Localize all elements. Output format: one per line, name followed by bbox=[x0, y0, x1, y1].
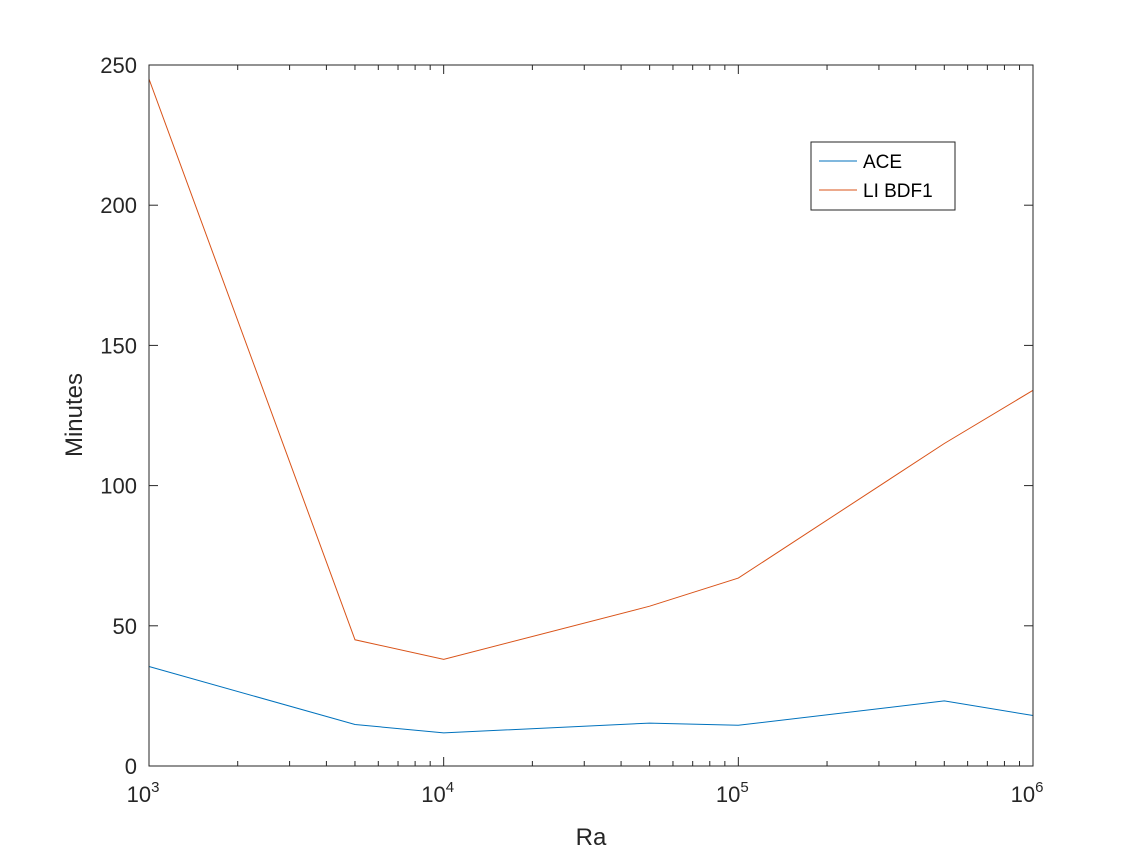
x-tick-base: 10 bbox=[716, 782, 740, 807]
x-tick-exponent: 5 bbox=[740, 779, 748, 796]
legend: ACE LI BDF1 bbox=[810, 141, 956, 211]
x-tick-exponent: 6 bbox=[1035, 779, 1043, 796]
x-tick-base: 10 bbox=[127, 782, 151, 807]
ticks-layer bbox=[148, 64, 1034, 767]
y-tick-label: 250 bbox=[100, 53, 137, 78]
axes-box bbox=[148, 64, 1034, 767]
x-tick-label: 106 bbox=[1011, 779, 1044, 807]
series-layer bbox=[148, 78, 1034, 734]
y-tick-label: 150 bbox=[100, 333, 137, 358]
x-tick-label: 104 bbox=[421, 779, 454, 807]
series-line-li-bdf1 bbox=[148, 78, 1034, 660]
y-tick-label: 50 bbox=[113, 614, 137, 639]
x-axis-title: Ra bbox=[576, 824, 607, 851]
y-tick-label: 0 bbox=[125, 754, 137, 779]
legend-label: ACE bbox=[863, 152, 902, 173]
y-axis-title: Minutes bbox=[61, 373, 88, 457]
legend-label: LI BDF1 bbox=[863, 181, 933, 202]
y-tick-label: 200 bbox=[100, 193, 137, 218]
x-tick-label: 105 bbox=[716, 779, 749, 807]
y-tick-label: 100 bbox=[100, 474, 137, 499]
x-tick-exponent: 4 bbox=[446, 779, 454, 796]
x-tick-base: 10 bbox=[1011, 782, 1035, 807]
legend-box bbox=[810, 141, 956, 211]
x-tick-label: 103 bbox=[127, 779, 160, 807]
x-tick-base: 10 bbox=[421, 782, 445, 807]
series-line-ace bbox=[148, 666, 1034, 734]
x-tick-exponent: 3 bbox=[151, 779, 159, 796]
